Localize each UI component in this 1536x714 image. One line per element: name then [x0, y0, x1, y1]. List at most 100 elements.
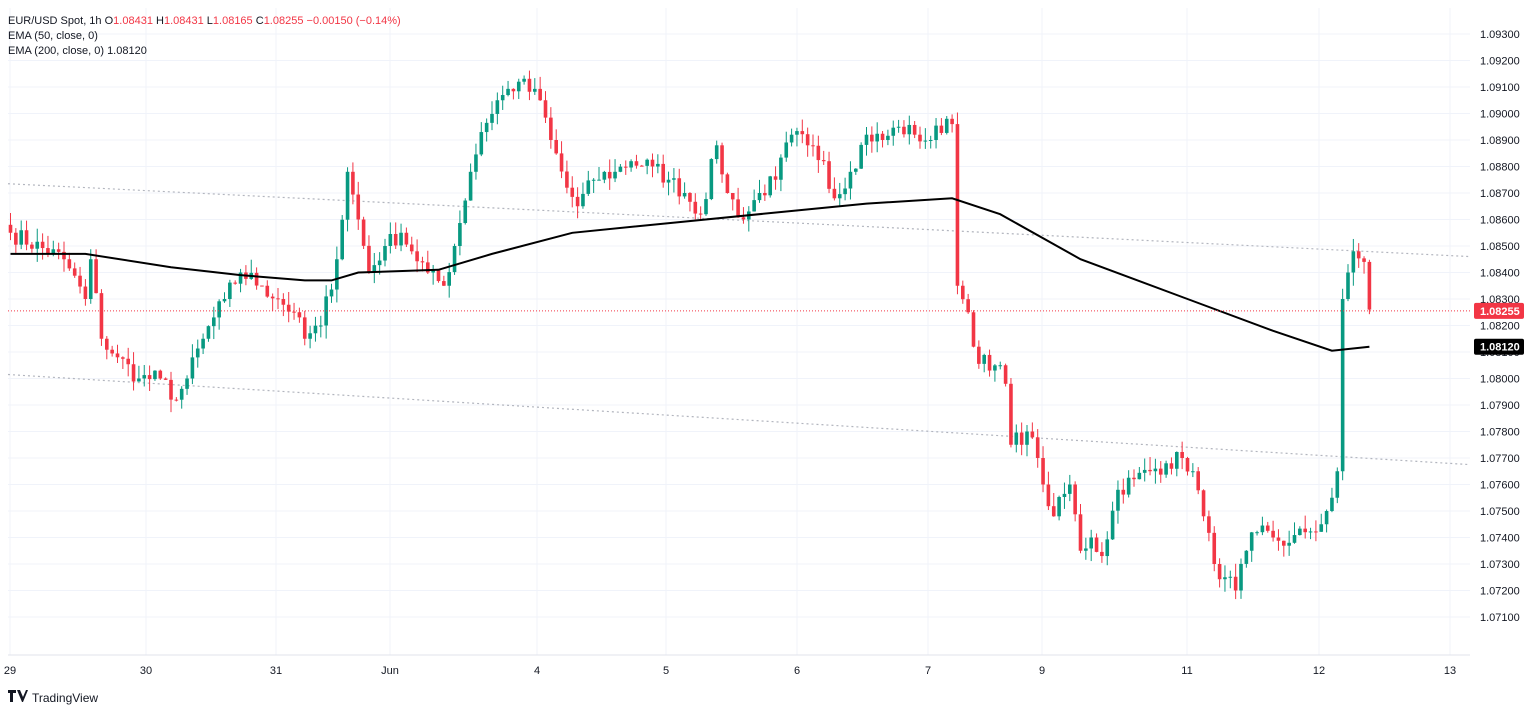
candle — [195, 339, 200, 368]
candle — [827, 151, 831, 194]
candle — [1282, 540, 1286, 557]
candle — [714, 140, 719, 164]
candle — [516, 78, 521, 99]
candle — [1340, 288, 1345, 481]
candle — [634, 154, 639, 169]
high-value: 1.08431 — [163, 15, 204, 27]
candle — [1314, 520, 1318, 542]
ema200-row[interactable]: EMA (200, close, 0) 1.08120 — [8, 44, 401, 59]
candle — [666, 171, 671, 196]
candle — [1046, 471, 1051, 511]
candle — [1303, 515, 1307, 539]
close-label: C — [255, 15, 264, 27]
candle — [420, 256, 425, 272]
candle — [393, 222, 398, 250]
candle — [1233, 563, 1238, 600]
candle — [613, 159, 617, 183]
y-tick-label: 1.08000 — [1480, 374, 1520, 386]
candle — [254, 267, 259, 290]
brand-name: TradingView — [32, 690, 99, 705]
candle — [811, 134, 815, 157]
candle — [388, 222, 393, 254]
candle — [640, 164, 644, 167]
candle — [319, 315, 323, 338]
candle — [511, 88, 516, 100]
candle — [238, 268, 243, 293]
upper-trendline — [7, 183, 1471, 258]
candle — [768, 175, 772, 198]
candle — [153, 370, 157, 381]
y-tick-label: 1.08400 — [1480, 268, 1520, 280]
candle — [939, 118, 944, 136]
candle — [832, 177, 837, 201]
candle — [1062, 482, 1067, 509]
candle — [1126, 470, 1131, 498]
candle — [1319, 513, 1324, 532]
candle — [137, 365, 141, 382]
candle — [693, 193, 698, 220]
candle — [961, 280, 965, 304]
tradingview-logo-icon — [8, 690, 28, 705]
lower-trendline — [7, 373, 1471, 466]
candle — [993, 364, 997, 382]
candle — [1292, 522, 1297, 544]
candle — [955, 112, 960, 295]
candle — [1276, 529, 1281, 551]
candle — [1324, 509, 1329, 533]
candle — [335, 246, 339, 303]
x-tick-label: 13 — [1444, 665, 1456, 677]
candle — [704, 192, 708, 216]
ema200-line — [10, 197, 1370, 352]
candle — [105, 336, 109, 360]
symbol-label[interactable]: EUR/USD Spot, 1h — [8, 15, 102, 27]
y-tick-label: 1.07200 — [1480, 586, 1520, 598]
close-value: 1.08255 — [263, 15, 304, 27]
candle — [1185, 456, 1190, 476]
candle — [463, 198, 468, 225]
open-value: 1.08431 — [113, 15, 153, 27]
candle — [549, 107, 553, 149]
chart-legend: EUR/USD Spot, 1h O1.08431 H1.08431 L1.08… — [8, 14, 401, 59]
x-tick-label: 4 — [534, 665, 540, 677]
candle — [1068, 474, 1072, 502]
candle — [843, 177, 847, 201]
candle — [661, 154, 665, 188]
change-value: −0.00150 (−0.14%) — [306, 15, 401, 27]
y-tick-label: 1.08600 — [1480, 215, 1520, 227]
candle — [629, 159, 633, 172]
candle — [1132, 469, 1136, 487]
candle — [56, 242, 61, 260]
ema50-row[interactable]: EMA (50, close, 0) — [8, 29, 401, 44]
candle — [575, 187, 580, 219]
candle — [442, 275, 446, 287]
price-axis[interactable]: 1.09300 1.09200 1.09100 1.09000 1.08900 1.088… — [1480, 29, 1520, 624]
candle — [795, 127, 799, 147]
candle — [533, 78, 537, 95]
candle — [142, 364, 147, 387]
time-axis[interactable]: 29 30 31 Jun 4 5 6 7 9 11 12 13 — [4, 654, 1470, 677]
candle — [115, 344, 120, 363]
candle — [1035, 429, 1040, 468]
y-tick-label: 1.08200 — [1480, 321, 1520, 333]
candle — [538, 76, 542, 101]
ema200-value: 1.08120 — [107, 45, 147, 57]
candle — [907, 115, 912, 145]
candle — [821, 150, 826, 165]
candle — [158, 369, 163, 380]
candle — [1169, 457, 1174, 475]
tradingview-brand[interactable]: TradingView — [8, 690, 98, 705]
candle — [361, 216, 366, 249]
candle — [1271, 520, 1275, 542]
candle — [506, 80, 510, 97]
x-tick-label: 11 — [1181, 665, 1192, 677]
candle — [1362, 256, 1366, 274]
candle — [747, 206, 751, 232]
candle — [1255, 530, 1259, 536]
candle — [645, 158, 649, 175]
x-tick-label: 5 — [663, 665, 669, 677]
x-tick-label: Jun — [381, 665, 399, 677]
ema200-price-label: 1.08120 — [1480, 342, 1520, 354]
candle — [987, 349, 992, 377]
candle — [763, 184, 767, 201]
